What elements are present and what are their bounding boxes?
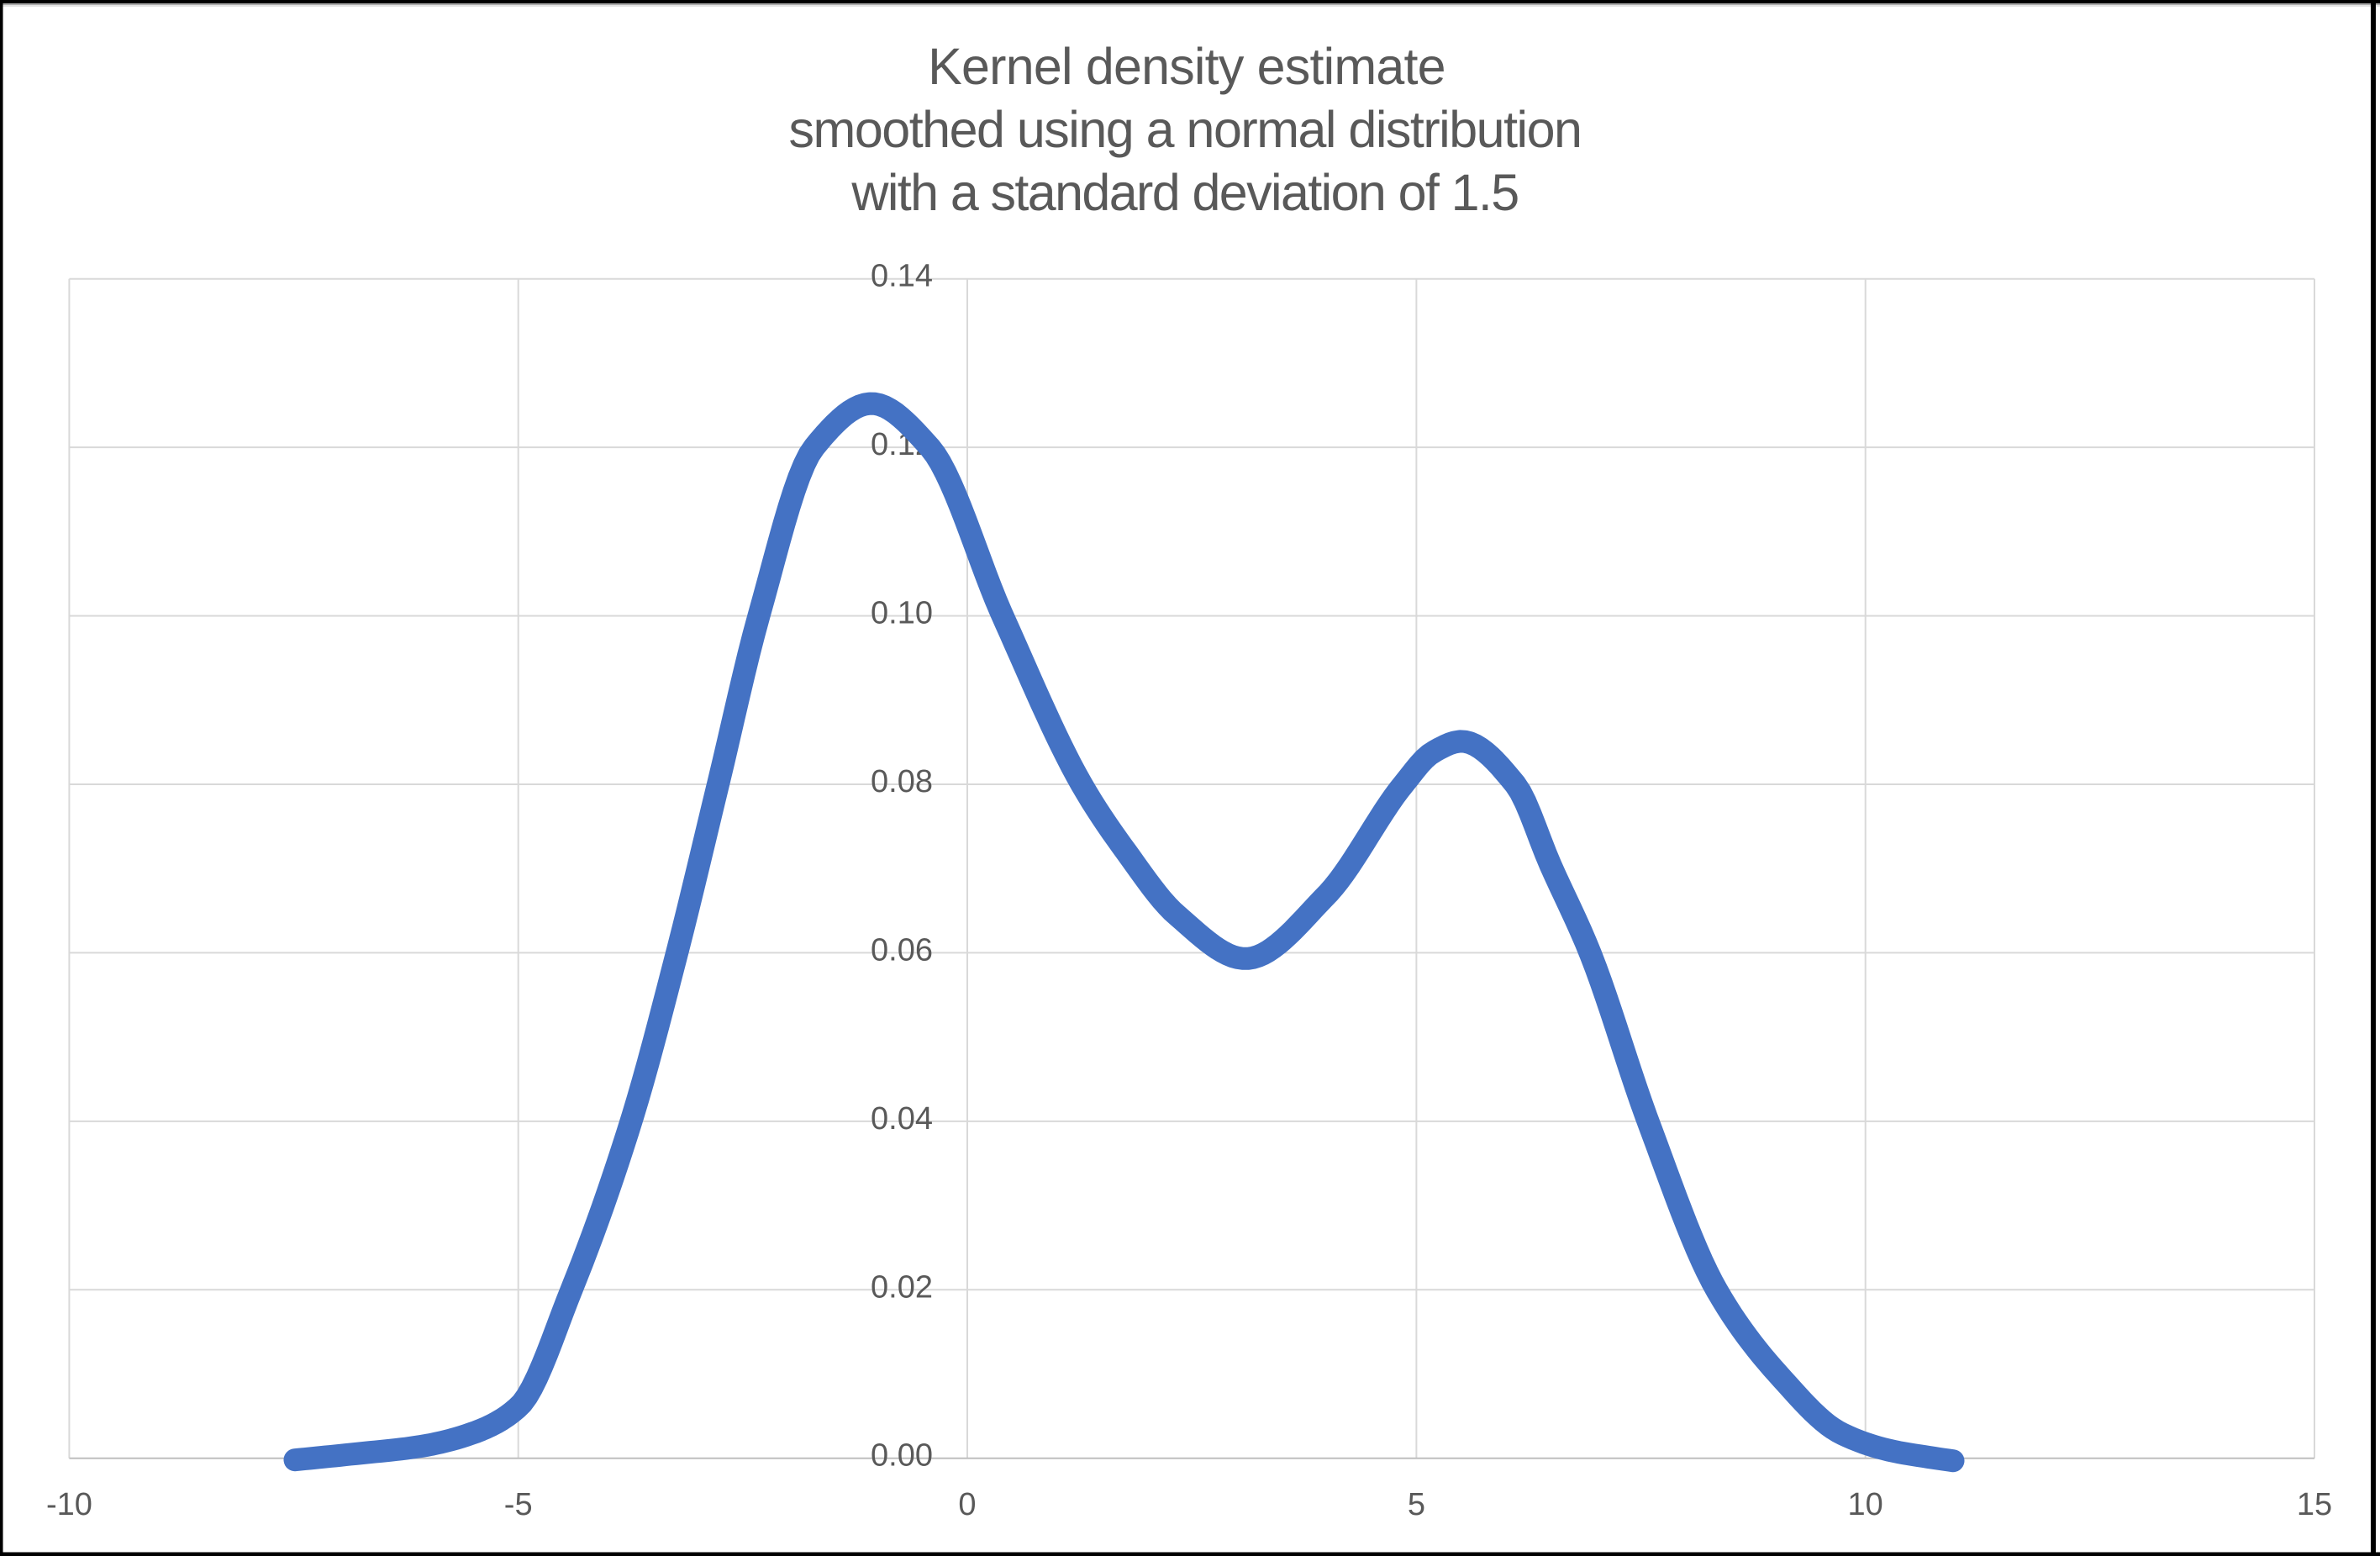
- svg-text:15: 15: [2297, 1487, 2332, 1522]
- svg-text:0.00: 0.00: [871, 1438, 933, 1474]
- svg-text:0.06: 0.06: [871, 932, 933, 968]
- svg-text:0.02: 0.02: [871, 1269, 933, 1305]
- svg-text:10: 10: [1848, 1487, 1883, 1522]
- svg-text:smoothed using a normal distri: smoothed using a normal distribution: [789, 101, 1582, 158]
- svg-text:-5: -5: [504, 1487, 533, 1522]
- svg-text:0.10: 0.10: [871, 596, 933, 631]
- svg-text:-10: -10: [46, 1487, 92, 1522]
- svg-text:0: 0: [958, 1487, 976, 1522]
- svg-text:0.04: 0.04: [871, 1101, 933, 1137]
- svg-text:0.08: 0.08: [871, 764, 933, 799]
- svg-text:0.14: 0.14: [871, 259, 933, 294]
- svg-text:with a standard deviation of 1: with a standard deviation of 1.5: [850, 164, 1518, 221]
- svg-text:Kernel density estimate: Kernel density estimate: [928, 38, 1445, 95]
- svg-text:5: 5: [1408, 1487, 1425, 1522]
